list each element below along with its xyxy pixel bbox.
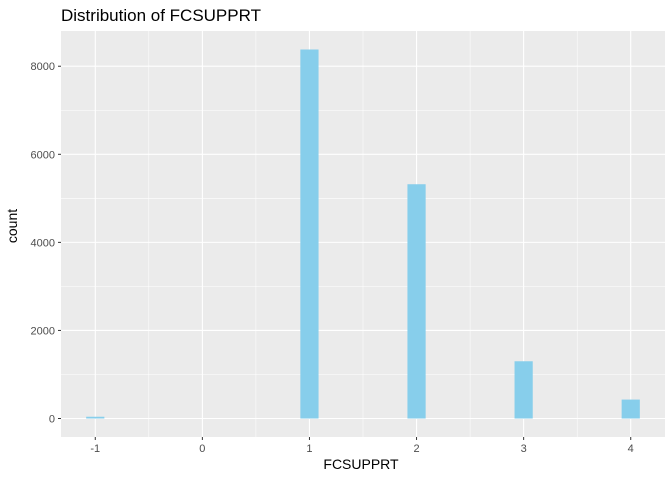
major-gridlines: [61, 31, 665, 437]
y-axis-title: count: [4, 209, 20, 243]
y-axis: 0 2000 4000 6000 8000: [31, 61, 61, 426]
x-tick-label: 2: [413, 443, 419, 455]
x-tick-label: -1: [90, 443, 100, 455]
histogram-bar: [514, 361, 533, 419]
y-tick-label: 0: [49, 414, 55, 426]
y-tick-label: 8000: [31, 61, 55, 73]
minor-gridlines: [61, 31, 665, 437]
y-tick-label: 6000: [31, 149, 55, 161]
histogram-bars: [86, 49, 640, 419]
x-tick-label: 3: [521, 443, 527, 455]
histogram-bar: [621, 399, 640, 419]
x-axis-title: FCSUPPRT: [323, 456, 399, 472]
histogram-bar: [86, 416, 105, 419]
histogram-bar: [407, 184, 426, 419]
chart-title: Distribution of FCSUPPRT: [61, 6, 261, 25]
x-tick-label: 4: [628, 443, 634, 455]
histogram-bar: [300, 49, 319, 419]
x-tick-label: 1: [306, 443, 312, 455]
x-axis: -1 0 1 2 3 4: [90, 437, 634, 455]
x-tick-label: 0: [199, 443, 205, 455]
y-tick-label: 4000: [31, 237, 55, 249]
y-tick-label: 2000: [31, 325, 55, 337]
